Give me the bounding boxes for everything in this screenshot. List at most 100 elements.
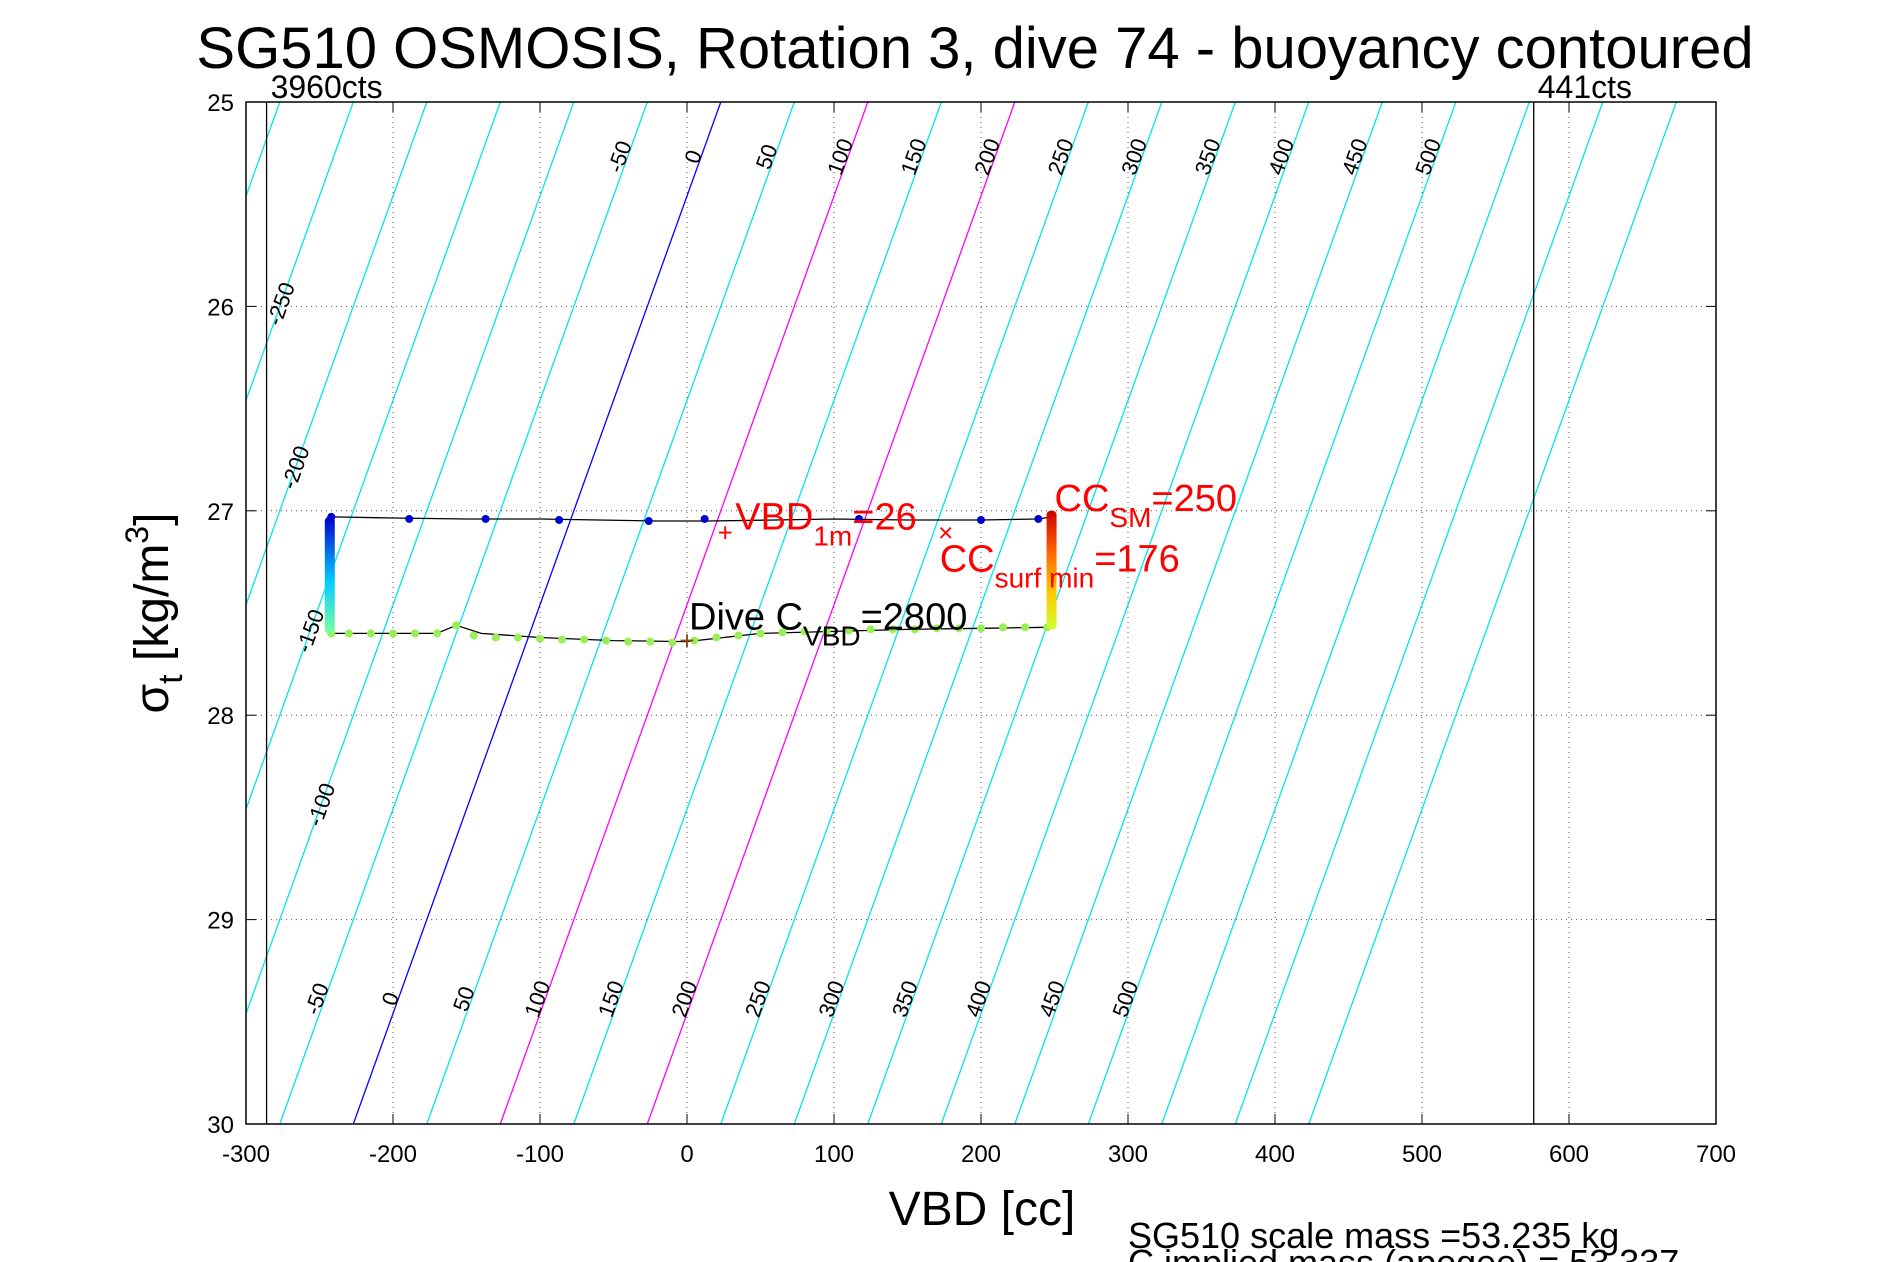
annotation-sub: VBD [803, 621, 861, 652]
annotation-label: Dive CVBD=2800 [689, 597, 967, 652]
dive-track-point [536, 634, 544, 643]
buoyancy-contour-line [793, 102, 1163, 1124]
y-tick-label: 28 [207, 703, 234, 730]
buoyancy-contour-line [646, 102, 1016, 1124]
dive-track-point [778, 628, 787, 637]
dive-track-point [734, 631, 743, 640]
chart-title: SG510 OSMOSIS, Rotation 3, dive 74 - buo… [196, 16, 1753, 81]
dive-track-point [844, 626, 853, 635]
x-tick-label: 400 [1255, 1141, 1295, 1168]
x-tick-label: 500 [1402, 1141, 1442, 1168]
y-axis-label-unit: [kg/m [126, 544, 179, 675]
annotation-label: CCsurf min=176 [940, 538, 1180, 593]
x-axis-ticks: -300 -200 -100 0 100 200 300 400 500 600 700 [222, 102, 1736, 1168]
dive-track-point [513, 633, 522, 642]
annotation-label: CCSM=250 [1055, 478, 1237, 533]
dive-track-point [624, 637, 633, 646]
buoyancy-contour-line [1161, 102, 1530, 1124]
count-limit-lines: 3960cts 441cts [265, 69, 1632, 1124]
y-axis-label-unit-sup: 3 [119, 526, 155, 544]
buoyancy-contour-line [426, 102, 795, 1124]
dive-track-point [954, 624, 963, 633]
dive-track-point [644, 517, 653, 526]
x-tick-label: 100 [814, 1141, 854, 1168]
dive-track-point [854, 514, 863, 523]
dive-track-point [411, 629, 420, 638]
dive-track-point [469, 631, 478, 640]
y-axis-label-sub: t [152, 674, 190, 684]
annotation-value: =2800 [861, 597, 968, 639]
x-tick-label: -200 [369, 1141, 417, 1168]
dive-track-point [580, 635, 589, 644]
buoyancy-contour-line [246, 102, 354, 403]
grid-lines [246, 102, 1716, 1124]
y-tick-label: 27 [207, 499, 234, 526]
buoyancy-contour-line [1234, 102, 1604, 1124]
buoyancy-contour-line [1014, 102, 1383, 1124]
dive-track-point [800, 627, 809, 636]
buoyancy-contour-line [573, 102, 942, 1124]
buoyancy-contour-line [246, 102, 428, 607]
dive-track-point [555, 515, 564, 524]
dive-track-point [1034, 514, 1043, 523]
annotation-marker: × [938, 517, 953, 547]
buoyancy-contour-line [246, 102, 575, 1016]
dive-track-point [756, 629, 765, 638]
dive-track-point [977, 624, 985, 633]
buoyancy-contour-line [1087, 102, 1457, 1124]
dive-track-point [700, 514, 709, 523]
x-tick-label: 600 [1549, 1141, 1589, 1168]
dive-track-point [389, 629, 397, 638]
footer-mass-line: SG510 scale mass =53.235 kg [1128, 1215, 1619, 1256]
annotation-main: CC [940, 538, 995, 580]
footer-implied-mass-line: C implied mass (apogee) = 53.337 [1128, 1242, 1679, 1262]
dive-track-point [366, 629, 375, 638]
dive-track-point [999, 623, 1008, 632]
buoyancy-contour-line [279, 102, 648, 1124]
dive-track-point [344, 629, 353, 638]
dive-track-point [690, 636, 699, 645]
dive-track-point [866, 625, 875, 634]
dive-track-point [491, 633, 500, 642]
dive-track-point [558, 635, 567, 644]
buoyancy-contour-line [352, 102, 722, 1124]
dive-track-point [932, 624, 941, 633]
x-tick-label: 200 [961, 1141, 1001, 1168]
dive-track-point [668, 638, 677, 647]
buoyancy-contour-line [499, 102, 869, 1124]
dive-track-point [1021, 623, 1030, 632]
annotation-value: =176 [1094, 538, 1180, 580]
buoyancy-contour-line [1308, 102, 1677, 1124]
dive-pump-column [1046, 510, 1057, 630]
dive-series [324, 510, 1057, 647]
y-tick-label: 29 [207, 908, 234, 935]
annotation-main: Dive C [689, 597, 803, 639]
y-axis-label-main: σ [126, 684, 179, 714]
y-axis-ticks: 25 26 27 28 29 30 [207, 90, 1716, 1139]
dive-pump-column [324, 516, 335, 634]
buoyancy-contours [246, 102, 1677, 1124]
dive-track-point [452, 621, 461, 630]
annotation-marker: + [679, 626, 694, 656]
dive-track-point [977, 515, 985, 524]
x-tick-label: 300 [1108, 1141, 1148, 1168]
dive-track-point [481, 514, 490, 523]
annotation-main: CC [1055, 478, 1110, 520]
annotation-main: VBD [735, 496, 813, 538]
dive-track-point [646, 637, 655, 646]
annotation-marker: + [718, 517, 733, 547]
annotation-sub: surf min [995, 562, 1095, 593]
annotation-sub: 1m [813, 520, 852, 551]
x-tick-label: -100 [516, 1141, 564, 1168]
count-limit-label: 441cts [1538, 69, 1632, 105]
footer-implied-post: implied mass (apogee) = 53.337 [1154, 1242, 1679, 1262]
buoyancy-contour-line [940, 102, 1310, 1124]
buoyancy-contour-line [246, 102, 501, 812]
annotation-sub: SM [1109, 502, 1151, 533]
buoyancy-contour-line [720, 102, 1089, 1124]
x-tick-label: -300 [222, 1141, 270, 1168]
y-tick-label: 25 [207, 90, 234, 117]
count-limit-label: 3960cts [271, 69, 383, 105]
y-axis-label-unit-close: ] [126, 513, 179, 526]
